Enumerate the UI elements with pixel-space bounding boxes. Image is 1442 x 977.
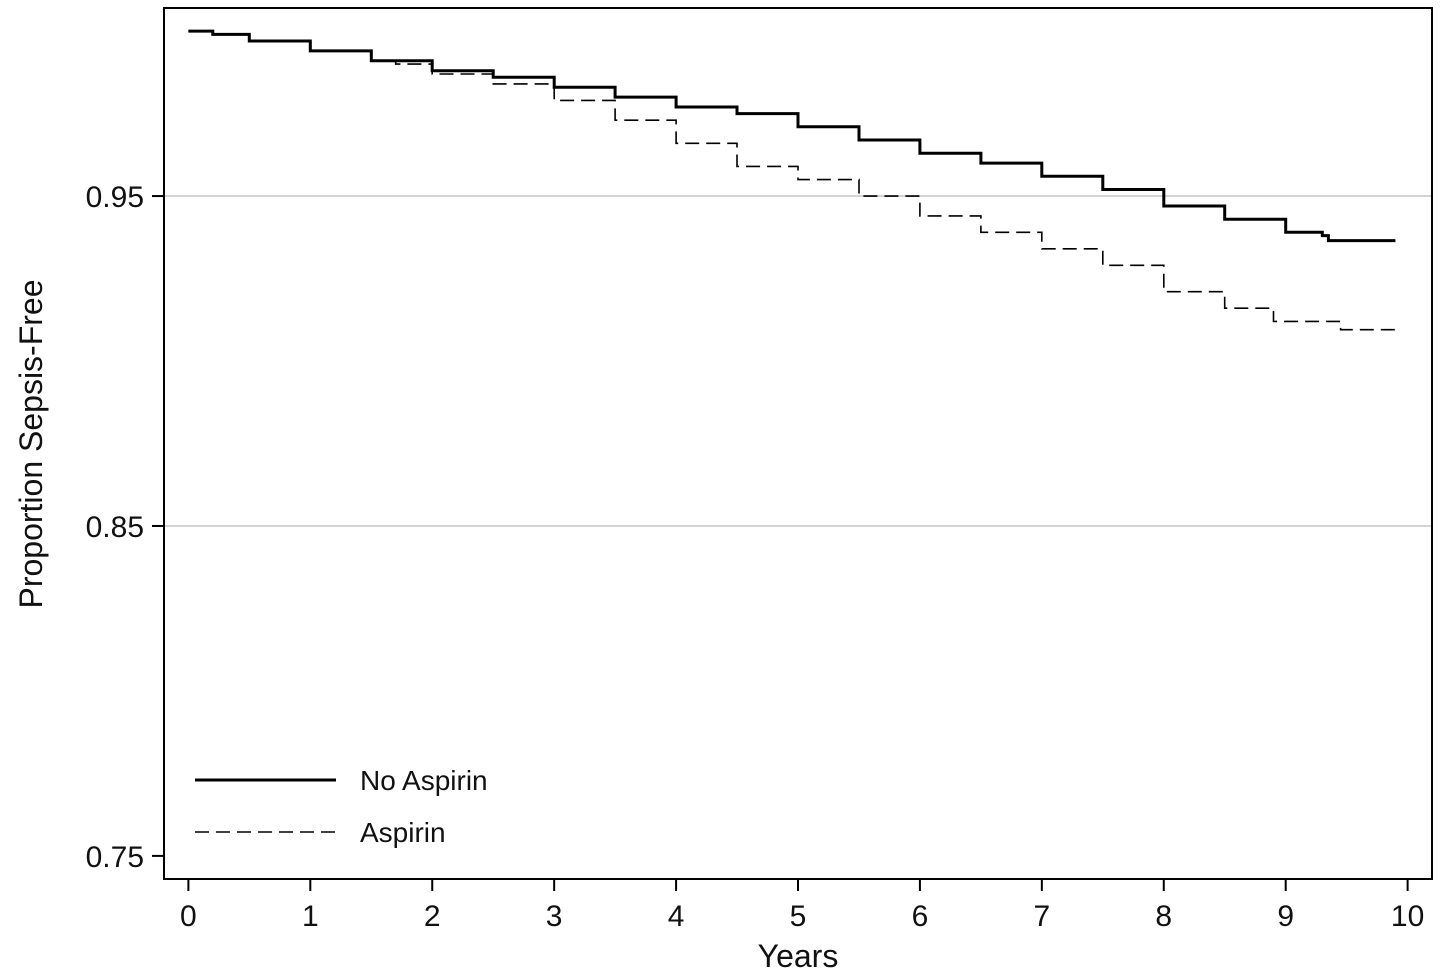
- series-line-no-aspirin: [188, 29, 1396, 243]
- legend-label: Aspirin: [360, 817, 446, 848]
- plot-frame: [163, 7, 1433, 880]
- legend-label: No Aspirin: [360, 765, 488, 796]
- legend: No Aspirin Aspirin: [195, 765, 488, 848]
- y-tick-label: 0.95: [86, 181, 144, 214]
- x-tick-label: 10: [1391, 900, 1424, 933]
- y-axis-title: Proportion Sepsis-Free: [13, 279, 49, 608]
- x-tick-label: 0: [180, 900, 197, 933]
- series-lines: [188, 29, 1396, 331]
- y-tick-label: 0.85: [86, 511, 144, 544]
- gridlines: [164, 195, 1432, 527]
- x-tick-label: 8: [1155, 900, 1172, 933]
- x-tick-label: 2: [424, 900, 441, 933]
- x-tick-label: 1: [302, 900, 319, 933]
- x-axis: 0 1 2 3 4 5 6 7 8 9 10: [180, 879, 1424, 933]
- series-line-aspirin: [188, 30, 1396, 331]
- x-tick-label: 7: [1034, 900, 1051, 933]
- x-tick-label: 3: [546, 900, 563, 933]
- x-tick-label: 5: [790, 900, 807, 933]
- x-tick-label: 9: [1277, 900, 1294, 933]
- x-axis-title: Years: [758, 938, 839, 972]
- y-tick-label: 0.75: [86, 841, 144, 874]
- y-axis: 0.75 0.85 0.95: [86, 181, 164, 874]
- x-tick-label: 4: [668, 900, 685, 933]
- x-tick-label: 6: [912, 900, 929, 933]
